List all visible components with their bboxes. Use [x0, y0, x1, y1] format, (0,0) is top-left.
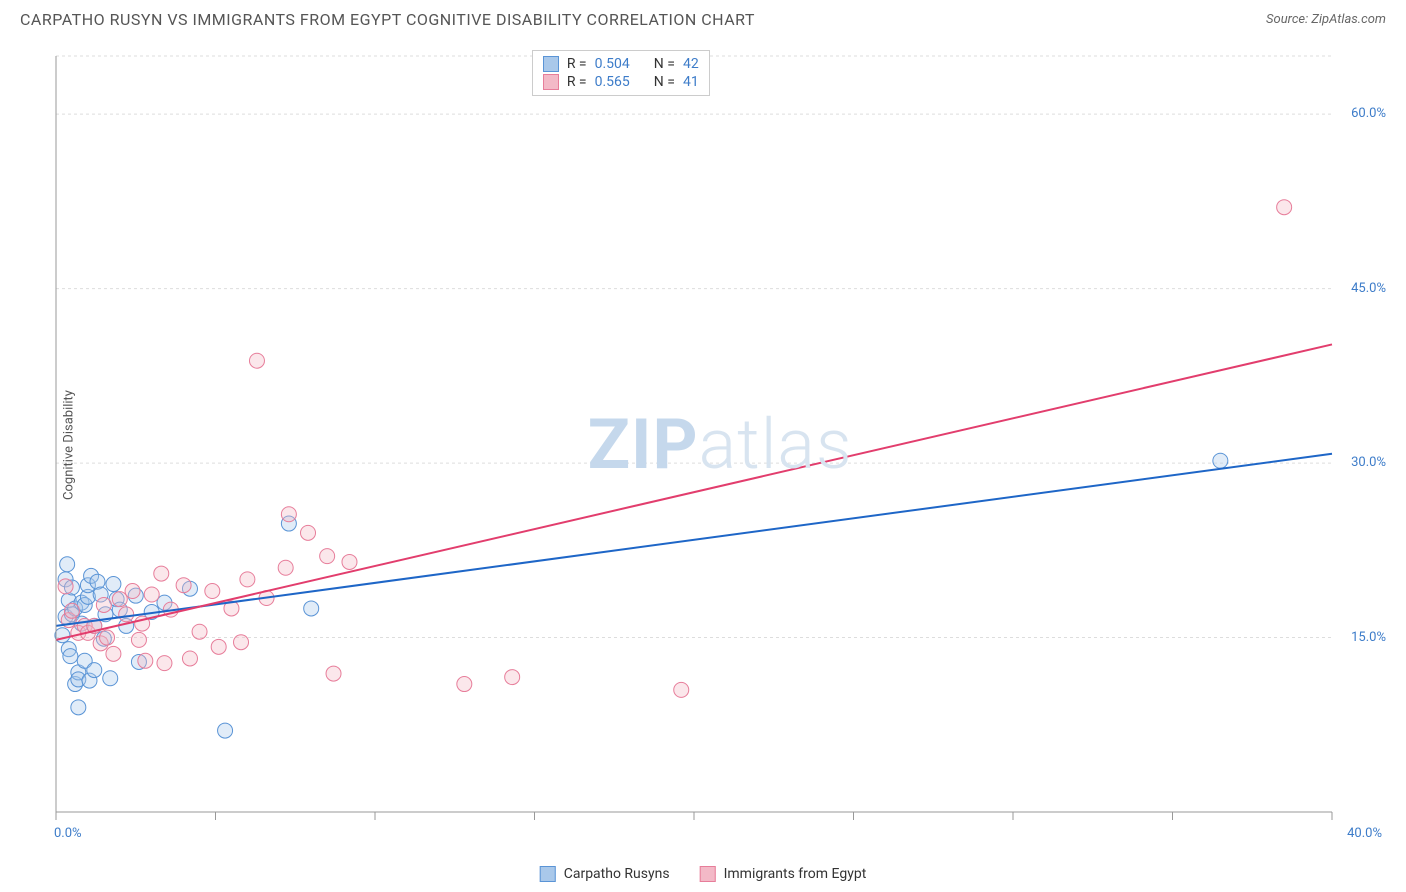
data-point	[320, 549, 335, 564]
data-point	[154, 566, 169, 581]
data-point	[278, 560, 293, 575]
data-point	[342, 554, 357, 569]
legend-swatch	[700, 866, 716, 882]
data-point	[205, 584, 220, 599]
y-tick-label: 60.0%	[1351, 106, 1386, 121]
data-point	[138, 653, 153, 668]
legend-label: Immigrants from Egypt	[724, 866, 867, 882]
data-point	[192, 624, 207, 639]
stat-n-value: 42	[683, 56, 699, 72]
chart-header: CARPATHO RUSYN VS IMMIGRANTS FROM EGYPT …	[0, 0, 1406, 35]
data-point	[326, 666, 341, 681]
scatter-chart-svg	[48, 48, 1392, 842]
data-point	[176, 578, 191, 593]
data-point	[218, 723, 233, 738]
y-tick-label: 30.0%	[1351, 455, 1386, 470]
chart-title: CARPATHO RUSYN VS IMMIGRANTS FROM EGYPT …	[20, 10, 755, 29]
data-point	[58, 579, 73, 594]
stats-legend-box: R = 0.504 N = 42 R = 0.565 N = 41	[532, 50, 710, 96]
trend-line	[56, 454, 1332, 626]
data-point	[1213, 453, 1228, 468]
x-tick-label: 40.0%	[1347, 826, 1382, 841]
legend-label: Carpatho Rusyns	[564, 866, 670, 882]
data-point	[125, 584, 140, 599]
data-point	[119, 607, 134, 622]
data-point	[100, 630, 115, 645]
data-point	[211, 639, 226, 654]
stat-row: R = 0.565 N = 41	[543, 73, 699, 91]
source-label: Source: ZipAtlas.com	[1266, 12, 1386, 27]
data-point	[182, 651, 197, 666]
stat-n-value: 41	[683, 74, 699, 90]
data-point	[234, 635, 249, 650]
data-point	[106, 646, 121, 661]
data-point	[674, 682, 689, 697]
y-axis-label: Cognitive Disability	[61, 390, 76, 500]
legend-swatch	[543, 74, 559, 90]
y-tick-label: 15.0%	[1351, 630, 1386, 645]
stat-n-label: N =	[654, 56, 675, 72]
stat-r-value: 0.565	[595, 74, 630, 90]
data-point	[63, 649, 78, 664]
chart-area: Cognitive Disability ZIPatlas R =0.504N …	[48, 48, 1392, 842]
stat-r-label: R =	[567, 74, 587, 90]
data-point	[457, 677, 472, 692]
data-point	[157, 656, 172, 671]
series-legend: Carpatho Rusyns Immigrants from Egypt	[540, 866, 867, 882]
data-point	[505, 670, 520, 685]
legend-item: Carpatho Rusyns	[540, 866, 670, 882]
x-tick-label: 0.0%	[54, 826, 82, 841]
data-point	[144, 587, 159, 602]
data-point	[64, 603, 79, 618]
data-point	[106, 577, 121, 592]
data-point	[112, 592, 127, 607]
data-point	[87, 663, 102, 678]
data-point	[281, 507, 296, 522]
y-tick-label: 45.0%	[1351, 281, 1386, 296]
data-point	[240, 572, 255, 587]
stat-n-label: N =	[654, 74, 675, 90]
data-point	[304, 601, 319, 616]
data-point	[249, 353, 264, 368]
stat-r-value: 0.504	[595, 56, 630, 72]
stat-r-label: R =	[567, 56, 587, 72]
data-point	[71, 700, 86, 715]
trend-line	[56, 344, 1332, 639]
data-point	[301, 525, 316, 540]
data-point	[60, 557, 75, 572]
data-point	[131, 632, 146, 647]
legend-swatch	[543, 56, 559, 72]
data-point	[1277, 200, 1292, 215]
data-point	[96, 597, 111, 612]
legend-swatch	[540, 866, 556, 882]
legend-item: Immigrants from Egypt	[700, 866, 867, 882]
stat-row: R = 0.504 N = 42	[543, 55, 699, 73]
data-point	[103, 671, 118, 686]
